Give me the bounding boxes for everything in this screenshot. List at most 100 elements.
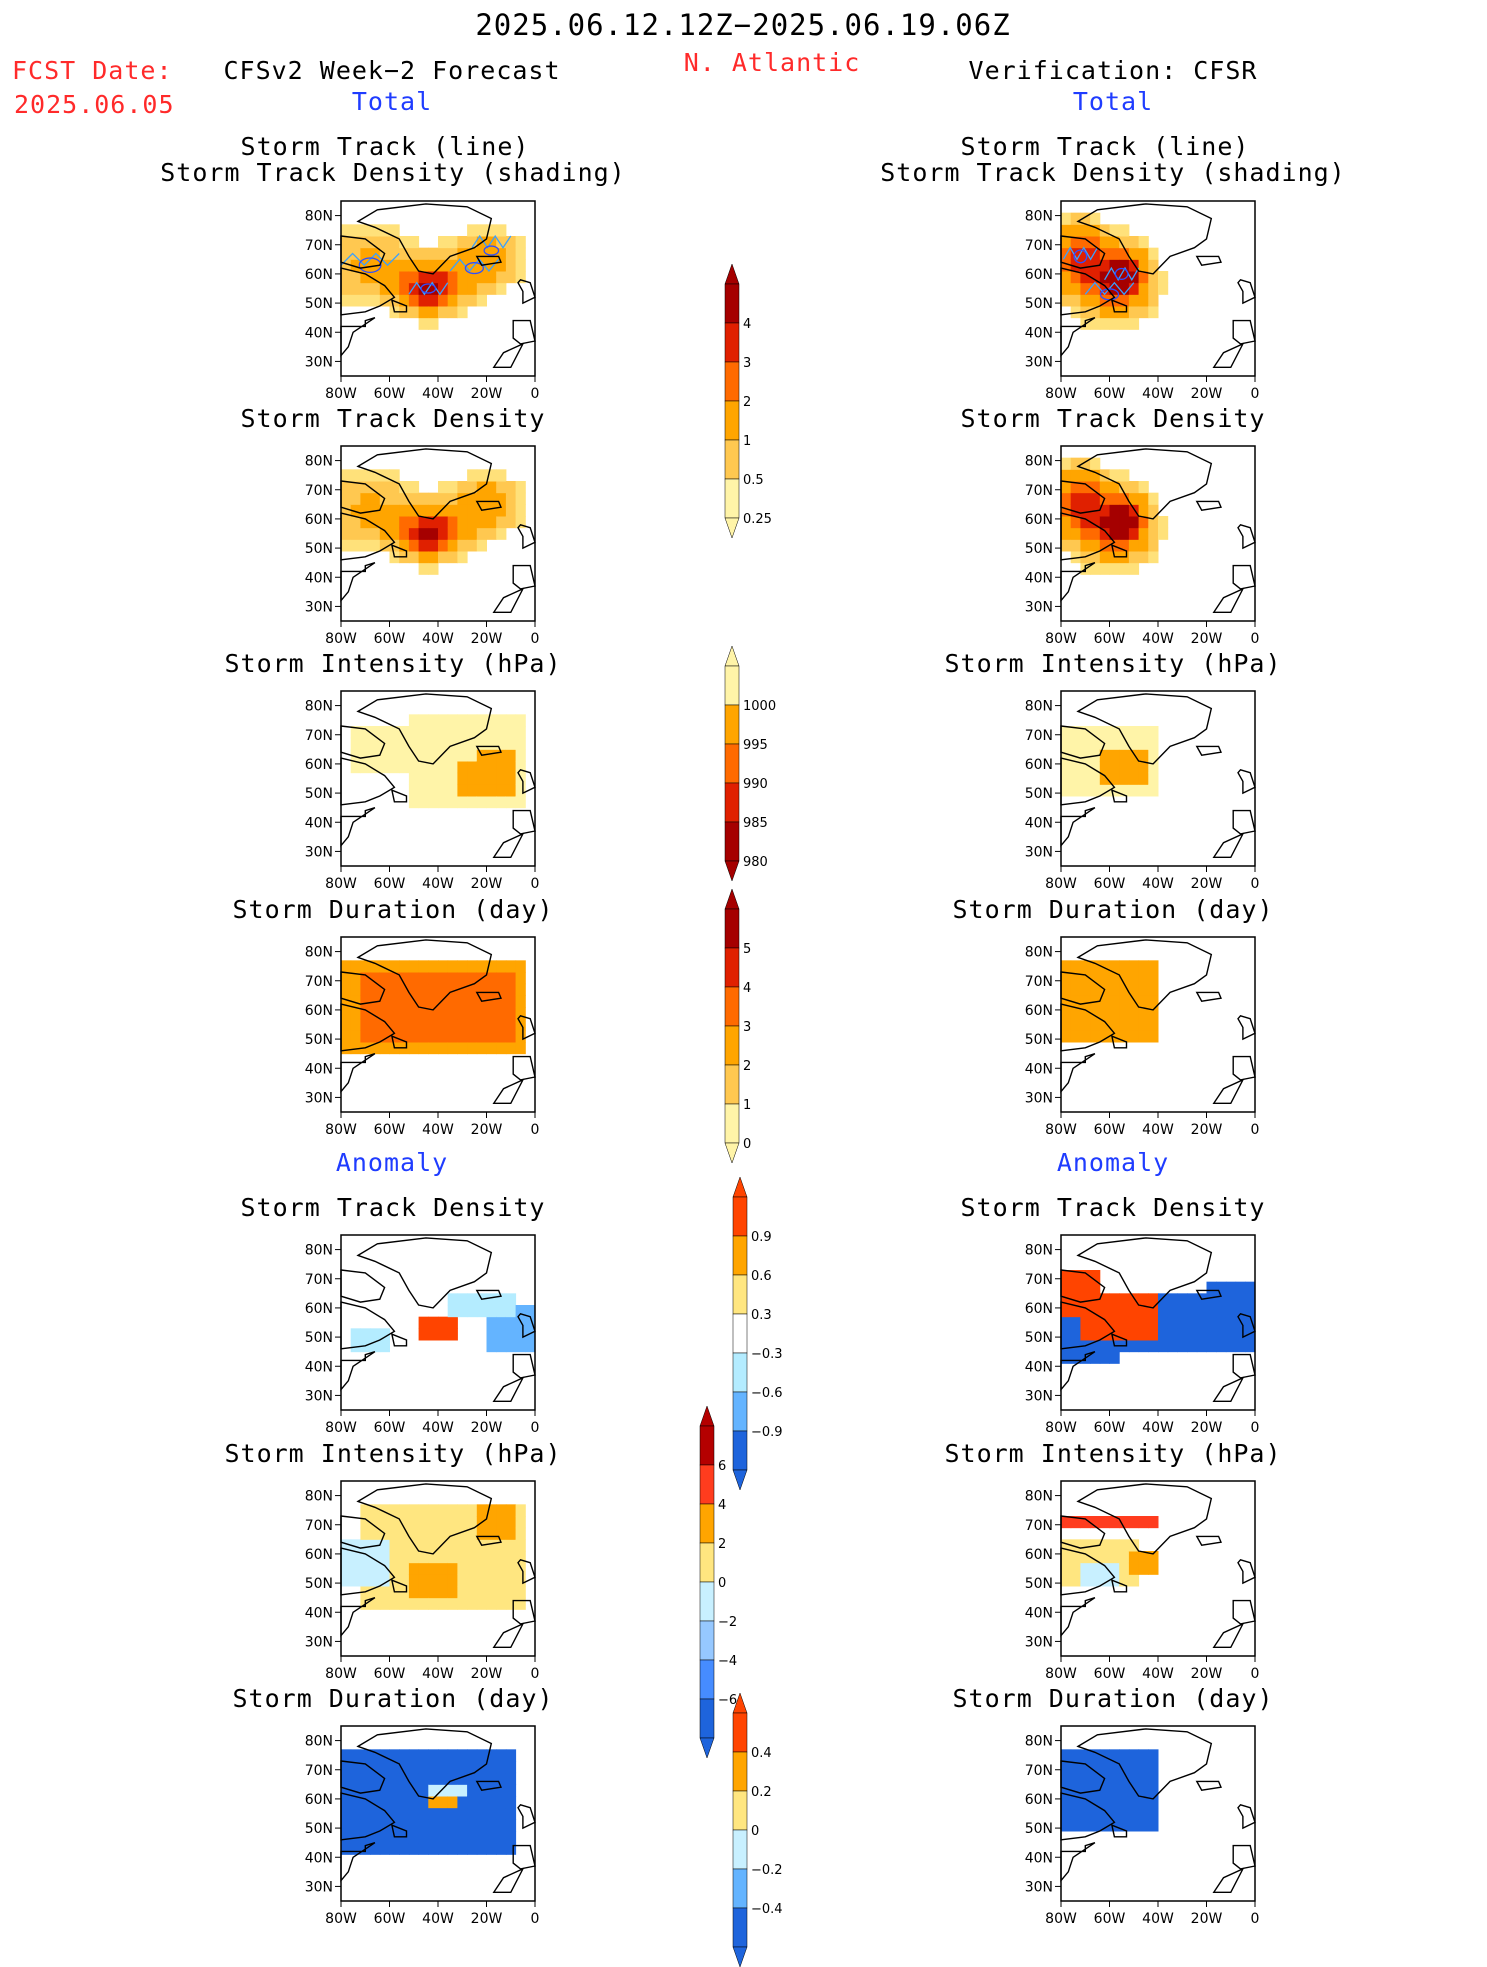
field-layer (1061, 212, 1169, 330)
field-layer (341, 1749, 517, 1855)
field-cell (408, 784, 420, 797)
field-cell (1061, 1796, 1072, 1809)
field-cell (1148, 1761, 1159, 1774)
field-cell (360, 1504, 371, 1517)
lon-tick-label: 60W (1094, 631, 1126, 647)
field-cell (399, 1562, 410, 1575)
field-cell (1128, 236, 1140, 249)
field-cell (515, 1042, 526, 1055)
field-layer (1061, 726, 1159, 797)
colorbar-label: 0.4 (751, 1746, 772, 1761)
field-cell (505, 983, 517, 996)
field-cell (1090, 972, 1101, 985)
lat-tick-label: 30N (1025, 1090, 1053, 1106)
field-cell (1070, 1784, 1081, 1797)
lat-tick-label: 70N (305, 1763, 333, 1779)
field-cell (350, 282, 361, 295)
field-cell (1090, 1807, 1101, 1820)
colorbar-label: −2 (718, 1615, 737, 1630)
field-cell (1070, 1749, 1081, 1762)
field-cell (486, 527, 497, 540)
field-cell (486, 481, 497, 494)
lat-tick-label: 30N (305, 599, 333, 615)
field-cell (1138, 516, 1149, 529)
field-cell (1109, 726, 1120, 739)
field-cell (447, 796, 458, 809)
field-cell (360, 282, 371, 295)
field-cell (1109, 1316, 1120, 1329)
field-cell (1138, 1784, 1149, 1797)
lat-tick-label: 40N (305, 815, 333, 831)
field-cell (379, 1042, 390, 1055)
field-cell (379, 236, 390, 249)
field-cell (496, 1328, 507, 1341)
fc-anom-density-title: Storm Track Density (240, 1193, 546, 1222)
field-cell (370, 294, 381, 307)
coastline (1076, 1728, 1213, 1800)
field-cell (370, 983, 381, 996)
field-cell (1235, 1305, 1246, 1318)
field-cell (486, 1761, 497, 1774)
field-cell (389, 1807, 400, 1820)
field-cell (476, 271, 487, 284)
field-cell (1148, 1784, 1159, 1797)
colorbar-label: 2 (718, 1537, 726, 1552)
field-cell (1090, 551, 1101, 564)
field-cell (1070, 1539, 1081, 1552)
field-cell (447, 761, 458, 774)
field-cell (486, 1784, 497, 1797)
field-cell (1148, 1293, 1159, 1306)
colorbar-label: −4 (718, 1654, 737, 1669)
field-cell (447, 1819, 458, 1832)
lon-tick-label: 80W (325, 1666, 357, 1682)
field-cell (428, 796, 439, 809)
field-cell (486, 983, 497, 996)
field-cell (476, 1030, 487, 1043)
field-cell (496, 469, 507, 482)
field-cell (505, 1340, 517, 1353)
field-cell (1128, 737, 1140, 750)
field-cell (341, 1551, 352, 1564)
field-cell (1090, 282, 1101, 295)
field-cell (1099, 236, 1110, 249)
field-cell (389, 972, 400, 985)
field-cell (350, 1784, 361, 1797)
coastline (492, 1867, 525, 1893)
field-cell (379, 1551, 390, 1564)
field-cell (360, 972, 371, 985)
field-cell (1119, 960, 1130, 973)
field-cell (389, 516, 400, 529)
lat-tick-label: 50N (1025, 1032, 1053, 1048)
field-cell (370, 492, 381, 505)
field-cell (1070, 784, 1081, 797)
field-cell (399, 516, 410, 529)
field-cell (389, 1504, 400, 1517)
vf-anom-density-title: Storm Track Density (960, 1193, 1266, 1222)
field-cell (438, 516, 449, 529)
field-cell (1128, 1305, 1140, 1318)
field-cell (1061, 1340, 1072, 1353)
field-cell (486, 1293, 497, 1306)
field-cell (1158, 1340, 1169, 1353)
lon-tick-label: 0 (531, 1420, 540, 1436)
coastline (390, 544, 408, 558)
field-cell (438, 1030, 449, 1043)
field-cell (467, 516, 478, 529)
field-cell (408, 527, 420, 540)
field-cell (408, 1562, 420, 1575)
field-cell (1138, 1562, 1149, 1575)
field-cell (438, 1527, 449, 1540)
coastline (1195, 991, 1222, 1002)
field-cell (1070, 516, 1081, 529)
field-cell (360, 1819, 371, 1832)
field-cell (515, 271, 526, 284)
field-cell (1070, 1030, 1081, 1043)
field-cell (515, 749, 526, 762)
colorbar-cap-bottom (724, 860, 740, 882)
field-cell (1080, 271, 1091, 284)
field-cell (408, 796, 420, 809)
field-cell (341, 1819, 352, 1832)
coastline (340, 1269, 386, 1303)
field-cell (467, 492, 478, 505)
